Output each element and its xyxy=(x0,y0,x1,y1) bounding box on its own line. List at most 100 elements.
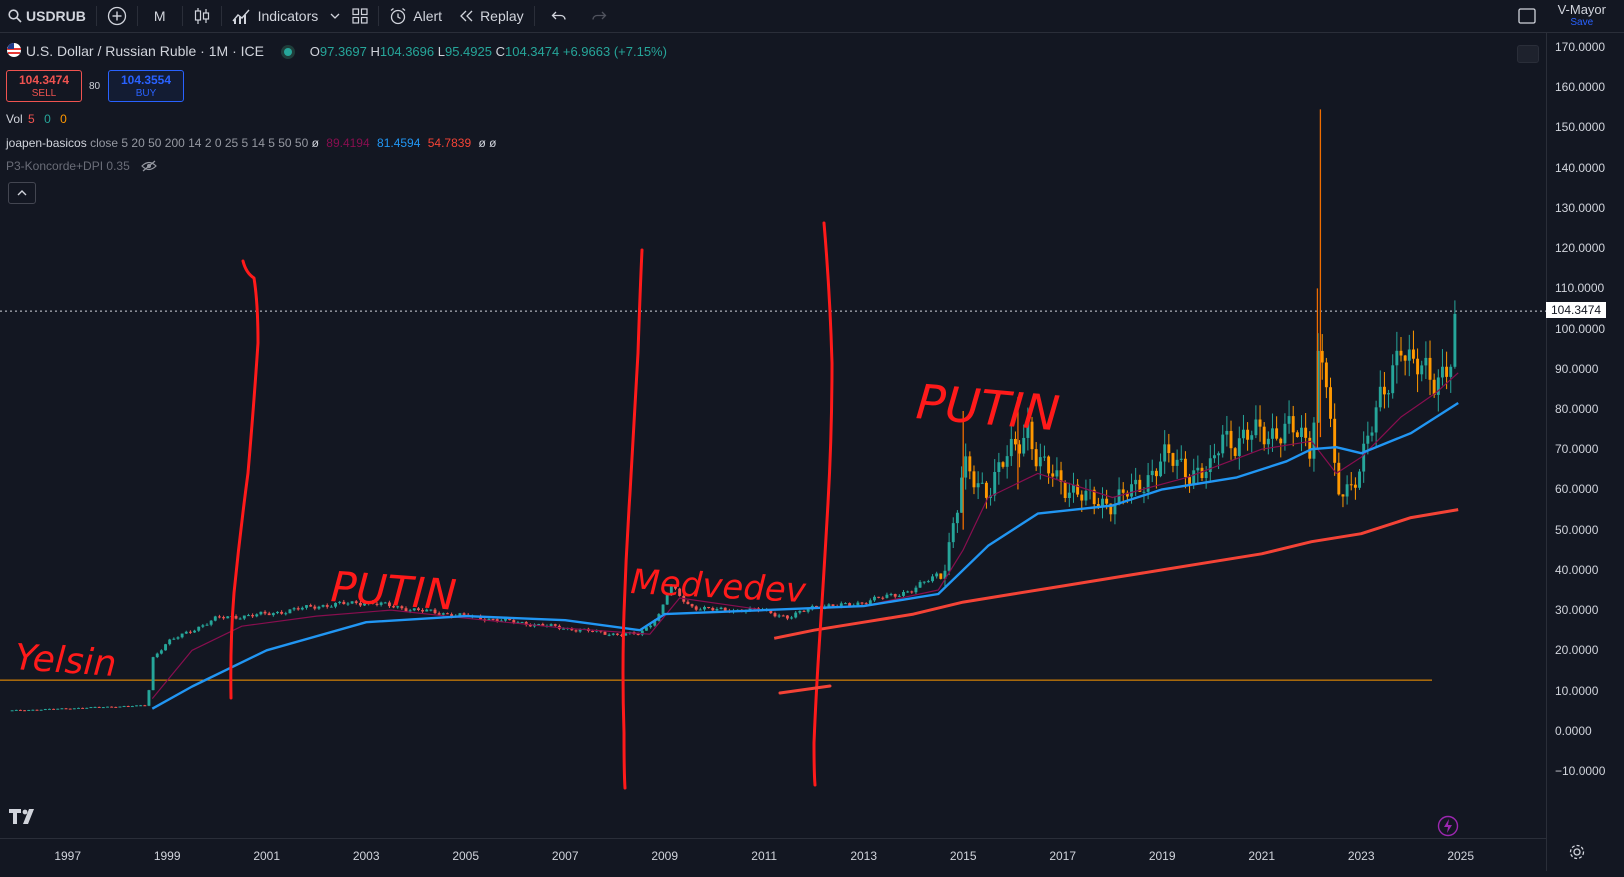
candle-body xyxy=(404,608,408,612)
candle-body xyxy=(1208,458,1212,473)
layout-save-button[interactable]: V-Mayor Save xyxy=(1558,3,1606,29)
low-value: 95.4925 xyxy=(444,44,492,59)
candle-body xyxy=(1349,484,1353,486)
candle-body xyxy=(802,610,806,612)
ma-200-line xyxy=(773,508,1459,640)
candle-body xyxy=(1022,437,1026,454)
sell-button[interactable]: 104.3474 SELL xyxy=(6,70,82,102)
candle-body xyxy=(118,706,122,708)
candle-body xyxy=(93,706,97,708)
year-tick: 2021 xyxy=(1248,849,1276,863)
candle-body xyxy=(806,609,810,612)
candle-body xyxy=(591,630,595,632)
year-tick: 1999 xyxy=(153,849,181,863)
candle-body xyxy=(669,586,673,595)
indicator-legend-koncorde[interactable]: P3-Koncorde+DPI 0.35 xyxy=(6,159,157,173)
candle-body xyxy=(462,613,466,615)
candle-body xyxy=(23,710,27,712)
candle-body xyxy=(1295,432,1299,438)
candle-body xyxy=(1445,366,1449,377)
candle-body xyxy=(259,611,263,615)
chart-type-button[interactable] xyxy=(185,0,219,32)
collapse-legend-button[interactable] xyxy=(8,182,36,204)
candle-body xyxy=(703,606,706,610)
candle-body xyxy=(1138,479,1142,492)
interval-button[interactable]: M xyxy=(140,0,180,32)
candle-body xyxy=(89,707,93,709)
year-tick: 2019 xyxy=(1148,849,1176,863)
alert-button[interactable]: Alert xyxy=(381,0,450,32)
series-layer xyxy=(0,109,1546,712)
candle-body xyxy=(421,610,425,612)
candle-body xyxy=(1204,472,1208,479)
candle-body xyxy=(1428,357,1432,380)
candle-body xyxy=(814,605,818,608)
candle-body xyxy=(914,587,918,593)
candle-body xyxy=(1175,459,1179,466)
candle-body xyxy=(412,608,416,611)
year-tick: 2005 xyxy=(452,849,480,863)
candle-body xyxy=(885,594,889,598)
candle-body xyxy=(1436,377,1440,395)
year-tick: 2023 xyxy=(1347,849,1375,863)
candle-body xyxy=(1034,449,1038,467)
candle-body xyxy=(993,472,997,496)
candle-body xyxy=(1109,503,1113,515)
candle-body xyxy=(350,601,354,604)
candle-body xyxy=(1188,477,1192,484)
price-tick: 60.0000 xyxy=(1555,482,1599,497)
vol-label: Vol xyxy=(6,112,23,126)
indicators-dropdown[interactable] xyxy=(326,0,344,32)
candle-body xyxy=(1167,444,1171,454)
candle-body xyxy=(193,630,197,633)
candle-body xyxy=(408,610,412,612)
undo-button[interactable] xyxy=(537,0,581,32)
candle-body xyxy=(1154,470,1158,477)
candle-body xyxy=(172,638,176,640)
candle-body xyxy=(155,653,159,658)
candle-body xyxy=(400,606,404,609)
symbol-search[interactable]: USDRUB xyxy=(0,0,94,32)
candle-body xyxy=(516,622,520,624)
redo-button[interactable] xyxy=(581,0,617,32)
axis-settings-button[interactable] xyxy=(1568,843,1586,866)
eye-hidden-icon[interactable] xyxy=(141,160,157,172)
interval-label: M xyxy=(153,8,166,24)
spread-value: 80 xyxy=(89,81,101,92)
indicator-name: joapen-basicos xyxy=(6,136,87,150)
compare-symbol-button[interactable] xyxy=(99,0,135,32)
open-value: 97.3697 xyxy=(319,44,367,59)
candle-body xyxy=(910,591,914,593)
candle-body xyxy=(321,605,325,607)
candle-body xyxy=(10,710,14,712)
candle-body xyxy=(1279,438,1283,444)
candle-body xyxy=(1163,444,1167,462)
time-axis[interactable]: 1997 1999 2001 2003 2005 2007 2009 2011 2013 2015… xyxy=(0,838,1546,872)
candle-body xyxy=(1067,492,1071,499)
candle-body xyxy=(868,600,872,604)
candle-body xyxy=(1358,471,1361,488)
price-chart[interactable]: Yelsin PUTIN Medvedev PUTIN xyxy=(0,33,1546,838)
candle-body xyxy=(1237,438,1241,456)
replay-button[interactable]: Replay xyxy=(450,0,532,32)
candle-body xyxy=(889,594,893,596)
indicator-legend-joapen[interactable]: joapen-basicos close 5 20 50 200 14 2 0 … xyxy=(6,136,496,150)
object-tree-toggle[interactable] xyxy=(1517,45,1539,63)
market-status-dot xyxy=(283,47,292,56)
candle-body xyxy=(1291,416,1295,433)
indicators-button[interactable]: Indicators xyxy=(224,0,327,32)
price-axis[interactable]: 170.0000 160.0000 150.0000 140.0000 130.0000… xyxy=(1546,33,1624,871)
candle-body xyxy=(520,622,524,624)
candle-body xyxy=(686,601,690,605)
buy-button[interactable]: 104.3554 BUY xyxy=(108,70,184,102)
ma-50-line xyxy=(151,401,1459,710)
lightning-button[interactable] xyxy=(1437,815,1459,842)
candle-body xyxy=(839,603,843,607)
candle-body xyxy=(615,633,619,635)
volume-legend[interactable]: Vol 5 0 0 xyxy=(6,112,67,126)
candle-body xyxy=(387,602,391,607)
candle-body xyxy=(346,603,350,605)
candle-body xyxy=(151,657,155,691)
fullscreen-icon[interactable] xyxy=(1517,8,1536,24)
templates-button[interactable] xyxy=(344,0,376,32)
